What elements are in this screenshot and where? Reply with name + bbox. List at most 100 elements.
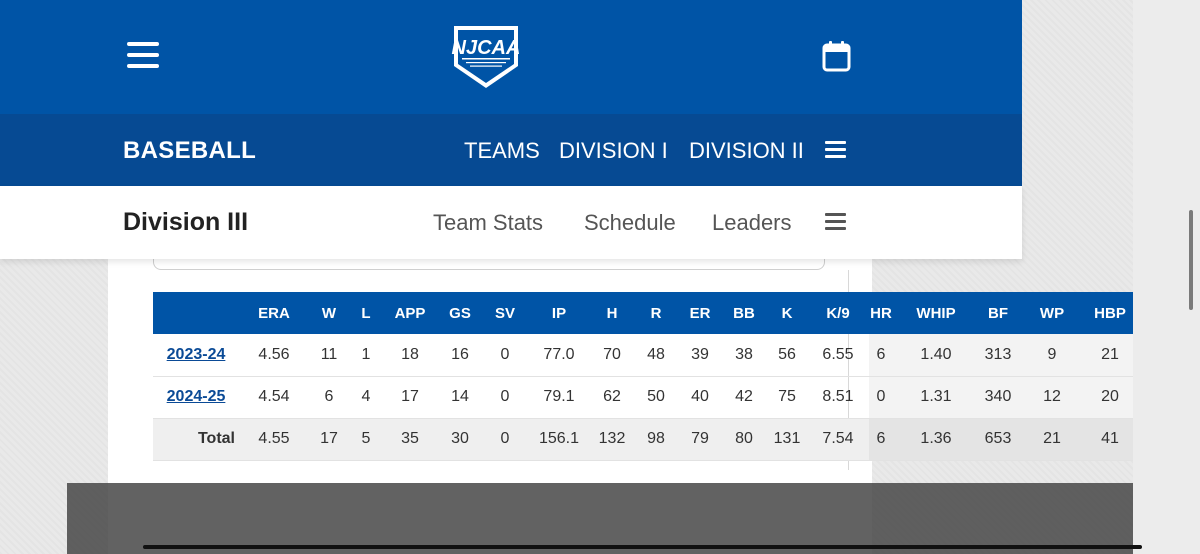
table-cell: 50 xyxy=(633,376,679,419)
nav-link-teams[interactable]: TEAMS xyxy=(464,138,540,163)
subnav-link-leaders[interactable]: Leaders xyxy=(712,210,792,235)
table-cell: 77.0 xyxy=(527,334,591,377)
table-cell: 340 xyxy=(979,376,1017,419)
division-nav-menu-icon[interactable] xyxy=(825,213,846,230)
division-title: Division III xyxy=(123,208,249,236)
table-cell: 14 xyxy=(437,376,483,419)
table-cell: 0 xyxy=(483,418,527,461)
nav-link-division-ii[interactable]: DIVISION II xyxy=(689,138,804,163)
table-cell: 38 xyxy=(721,334,767,377)
table-cell: 132 xyxy=(591,418,633,461)
sport-nav-bar xyxy=(0,114,1022,186)
table-cell: 70 xyxy=(591,334,633,377)
table-cell: 79 xyxy=(679,418,721,461)
table-cell: 17 xyxy=(309,418,349,461)
table-cell: 75 xyxy=(767,376,807,419)
table-cell: 653 xyxy=(979,418,1017,461)
table-cell: 313 xyxy=(979,334,1017,377)
table-cell: 4.56 xyxy=(239,334,309,377)
table-cell: 131 xyxy=(767,418,807,461)
column-header[interactable]: ERA xyxy=(239,292,309,334)
table-row: 2023-24 4.56 11 1 18 16 0 77.0 70 48 39 … xyxy=(153,334,1133,377)
table-total-row: Total 4.55 17 5 35 30 0 156.1 132 98 79 … xyxy=(153,418,1133,461)
page-background-gutter xyxy=(1133,0,1200,554)
table-cell: 98 xyxy=(633,418,679,461)
column-header[interactable]: HR xyxy=(869,292,893,334)
table-cell: 4.55 xyxy=(239,418,309,461)
column-header[interactable]: L xyxy=(349,292,383,334)
table-cell: 21 xyxy=(1017,418,1087,461)
table-cell: 6.55 xyxy=(807,334,869,377)
table-cell: 17 xyxy=(383,376,437,419)
season-link-2024-25[interactable]: 2024-25 xyxy=(166,388,226,405)
table-cell: 39 xyxy=(679,334,721,377)
table-cell: 156.1 xyxy=(527,418,591,461)
njcaa-logo[interactable]: NJCAA xyxy=(448,22,524,92)
subnav-link-schedule[interactable]: Schedule xyxy=(584,210,676,235)
table-cell: 1.31 xyxy=(893,376,979,419)
column-header[interactable]: WP xyxy=(1017,292,1087,334)
hamburger-icon[interactable] xyxy=(127,42,159,68)
table-cell: 80 xyxy=(721,418,767,461)
season-link-2023-24[interactable]: 2023-24 xyxy=(166,345,226,363)
column-header[interactable]: K/9 xyxy=(807,292,869,334)
svg-text:NJCAA: NJCAA xyxy=(452,37,521,59)
bottom-overlay xyxy=(67,483,1133,554)
table-cell: 16 xyxy=(437,334,483,377)
column-header[interactable]: BF xyxy=(979,292,1017,334)
pitching-stats-table: ERA W L APP GS SV IP H R ER BB K K/9 HR … xyxy=(153,292,1133,461)
table-cell: 41 xyxy=(1087,418,1133,461)
column-header[interactable]: SV xyxy=(483,292,527,334)
table-cell: 11 xyxy=(309,334,349,377)
calendar-icon[interactable] xyxy=(822,40,851,72)
home-indicator[interactable] xyxy=(143,545,1142,549)
table-cell: 0 xyxy=(483,376,527,419)
column-header[interactable]: K xyxy=(767,292,807,334)
column-header[interactable]: HBP xyxy=(1087,292,1133,334)
table-cell: 6 xyxy=(869,418,893,461)
column-header[interactable]: GS xyxy=(437,292,483,334)
subnav-link-team-stats[interactable]: Team Stats xyxy=(433,210,544,235)
table-cell: 0 xyxy=(483,334,527,377)
table-cell: 30 xyxy=(437,418,483,461)
column-header[interactable]: BB xyxy=(721,292,767,334)
table-header-row: ERA W L APP GS SV IP H R ER BB K K/9 HR … xyxy=(153,292,1133,334)
table-cell: 6 xyxy=(869,334,893,377)
table-cell: 1.40 xyxy=(893,334,979,377)
sport-nav-menu-icon[interactable] xyxy=(825,141,846,158)
column-header xyxy=(153,292,239,334)
table-row: 2024-25 4.54 6 4 17 14 0 79.1 62 50 40 4… xyxy=(153,376,1133,419)
column-header[interactable]: WHIP xyxy=(893,292,979,334)
table-cell: 18 xyxy=(383,334,437,377)
table-cell: 21 xyxy=(1087,334,1133,377)
table-cell: 6 xyxy=(309,376,349,419)
table-cell: 40 xyxy=(679,376,721,419)
sport-title[interactable]: BASEBALL xyxy=(123,137,257,164)
division-nav-bar xyxy=(0,186,1022,259)
column-header[interactable]: W xyxy=(309,292,349,334)
total-label: Total xyxy=(153,418,239,461)
table-cell: 5 xyxy=(349,418,383,461)
table-cell: 20 xyxy=(1087,376,1133,419)
table-cell: 42 xyxy=(721,376,767,419)
table-cell: 1.36 xyxy=(893,418,979,461)
table-cell: 62 xyxy=(591,376,633,419)
table-cell: 0 xyxy=(869,376,893,419)
nav-link-division-i[interactable]: DIVISION I xyxy=(559,138,668,163)
table-cell: 79.1 xyxy=(527,376,591,419)
column-header[interactable]: APP xyxy=(383,292,437,334)
table-cell: 4.54 xyxy=(239,376,309,419)
table-cell: 12 xyxy=(1017,376,1087,419)
table-cell: 8.51 xyxy=(807,376,869,419)
column-header[interactable]: R xyxy=(633,292,679,334)
table-cell: 48 xyxy=(633,334,679,377)
table-cell: 4 xyxy=(349,376,383,419)
table-cell: 35 xyxy=(383,418,437,461)
column-header[interactable]: ER xyxy=(679,292,721,334)
scrollbar[interactable] xyxy=(1189,210,1193,310)
column-header[interactable]: H xyxy=(591,292,633,334)
table-cell: 1 xyxy=(349,334,383,377)
table-cell: 56 xyxy=(767,334,807,377)
column-header[interactable]: IP xyxy=(527,292,591,334)
table-cell: 9 xyxy=(1017,334,1087,377)
